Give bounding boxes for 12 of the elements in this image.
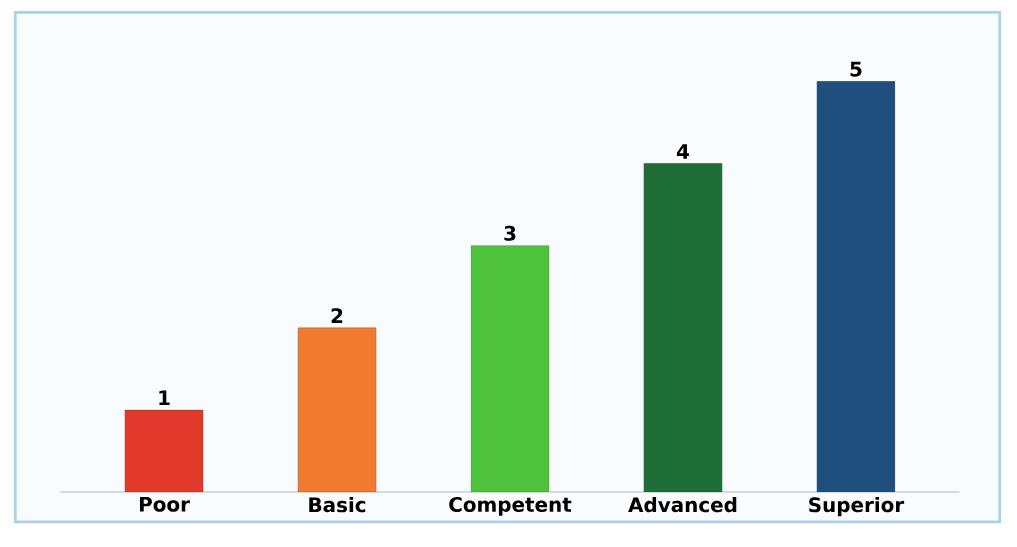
bar — [816, 81, 896, 492]
data-label: 1 — [159, 390, 170, 405]
data-label: 2 — [331, 308, 343, 323]
x-tick-label: Superior — [809, 496, 905, 517]
x-tick-label: Advanced — [628, 496, 737, 513]
bar — [643, 163, 723, 492]
x-tick-label: Basic — [309, 496, 366, 513]
data-label: 5 — [850, 61, 862, 77]
x-tick-label: Competent — [449, 496, 572, 516]
data-label: 4 — [676, 144, 690, 159]
x-tick-label: Poor — [139, 496, 190, 512]
data-label: 3 — [504, 225, 516, 241]
